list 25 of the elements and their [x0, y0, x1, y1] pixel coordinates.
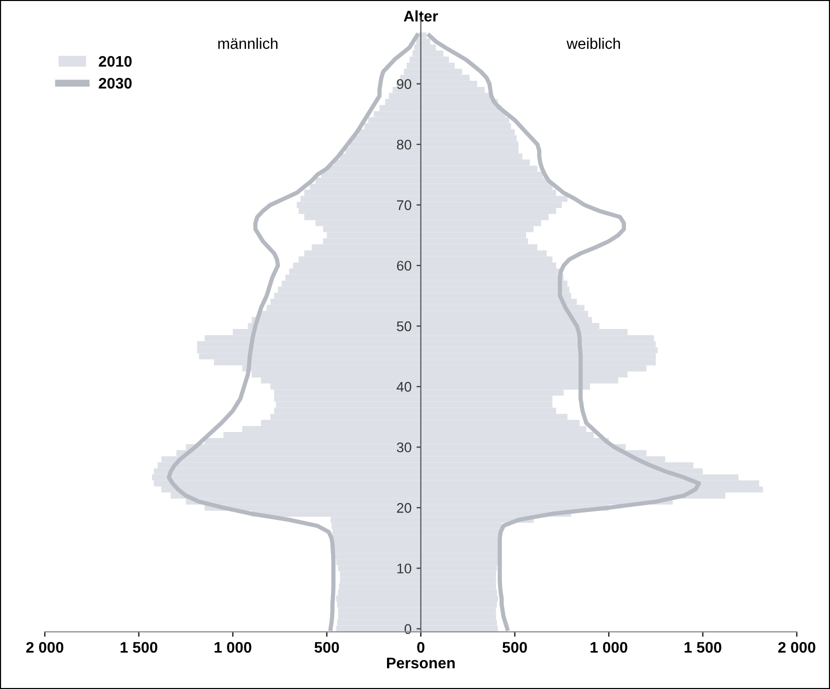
y-tick-label: 60 [397, 260, 412, 271]
legend-label: 2030 [98, 78, 132, 89]
y-tick-label: 90 [396, 79, 412, 89]
y-tick-label: 70 [397, 200, 412, 210]
x-tick-label: 1 500 [120, 642, 158, 653]
y-tick-label: 10 [397, 564, 412, 574]
annotation: männlich [218, 38, 278, 49]
x-tick-label: 500 [502, 642, 527, 653]
y-tick-label: 40 [396, 382, 412, 392]
x-tick-label: 1 000 [214, 642, 252, 653]
x-tick-label: 1 500 [684, 642, 722, 653]
legend-label: 2010 [98, 56, 132, 67]
x-tick-label: 500 [314, 642, 339, 653]
y-axis-title: Alter [404, 10, 438, 22]
x-tick-label: 0 [417, 642, 424, 653]
y-tick-label: 0 [404, 624, 412, 634]
x-tick-label: 2 000 [26, 642, 64, 653]
y-tick-label: 30 [396, 442, 412, 452]
x-tick-label: 1 000 [590, 642, 628, 653]
x-tick-label: 2 000 [778, 642, 816, 653]
annotation: weiblich [566, 38, 620, 49]
y-tick-label: 80 [396, 140, 412, 150]
y-tick-label: 20 [397, 503, 412, 513]
y-tick-label: 50 [396, 321, 412, 332]
x-axis-title: Personen [387, 658, 455, 668]
